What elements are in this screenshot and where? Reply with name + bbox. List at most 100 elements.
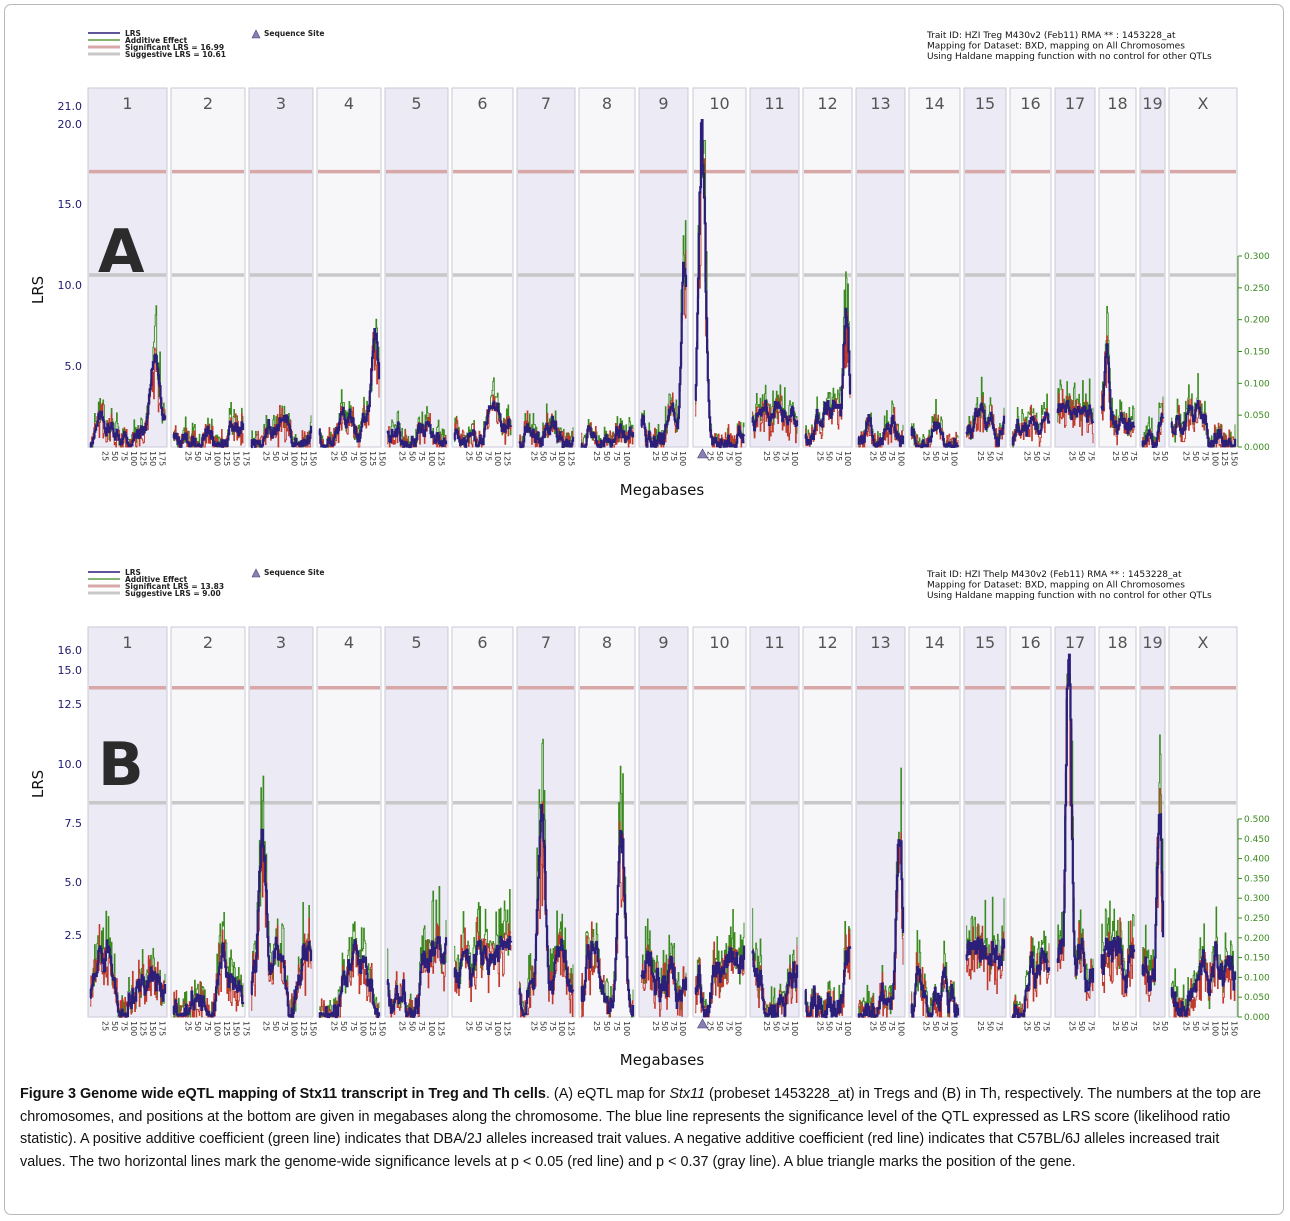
x-tick-label: 100: [622, 1021, 631, 1036]
x-tick-label: 100: [734, 451, 743, 466]
panel-letter: B: [98, 730, 144, 800]
x-tick-label: 50: [1120, 451, 1129, 461]
chromosome-band: [855, 87, 906, 448]
x-tick-label: 25: [529, 1021, 538, 1031]
x-tick-label: 75: [120, 451, 129, 461]
chromosome-label: 1: [122, 633, 132, 652]
legend-suggestive-label: Suggestive LRS = 9.00: [125, 589, 221, 598]
x-tick-label: 125: [299, 451, 308, 466]
x-tick-label: 50: [1032, 1021, 1041, 1031]
right-tick-label: 0.100: [1244, 973, 1270, 983]
x-tick-label: 100: [622, 451, 631, 466]
y-tick-label: 5.0: [65, 360, 83, 373]
chromosome-band: [1098, 87, 1137, 448]
chromosome-label: 17: [1065, 633, 1085, 652]
chromosome-label: 9: [658, 94, 668, 113]
x-tick-label: 75: [724, 451, 733, 461]
x-tick-label: 75: [994, 451, 1003, 461]
x-tick-label: 50: [985, 451, 994, 461]
right-tick-label: 0.500: [1244, 815, 1270, 825]
x-tick-label: 125: [503, 451, 512, 466]
chromosome-label: 8: [602, 94, 612, 113]
x-tick-label: 25: [651, 451, 660, 461]
trait-info-line: Trait ID: HZI Thelp M430v2 (Feb11) RMA *…: [926, 570, 1182, 580]
lrs-line: [804, 946, 852, 1019]
y-tick-label: 16.0: [58, 644, 83, 657]
x-tick-label: 175: [158, 451, 167, 466]
x-tick-label: 50: [1191, 451, 1200, 461]
chromosome-label: 7: [541, 94, 551, 113]
lrs-line: [518, 415, 575, 449]
chromosome-band: [316, 87, 382, 448]
lrs-line: [518, 804, 575, 1017]
chromosome-label: 7: [541, 633, 551, 652]
legend-significant-label: Significant LRS = 16.99: [125, 43, 224, 52]
x-tick-label: 50: [1191, 1021, 1200, 1031]
x-tick-label: 75: [669, 451, 678, 461]
right-tick-label: 0.200: [1244, 316, 1270, 326]
x-tick-label: 25: [101, 451, 110, 461]
x-tick-label: 125: [567, 1021, 576, 1036]
right-tick-label: 0.200: [1244, 934, 1270, 944]
lrs-line: [580, 830, 635, 1017]
x-tick-label: 25: [330, 1021, 339, 1031]
chromosome-label: 9: [658, 633, 668, 652]
chromosome-label: 15: [975, 94, 995, 113]
chromosome-label: 3: [276, 633, 286, 652]
x-tick-label: 50: [1160, 451, 1169, 461]
x-tick-label: 50: [339, 1021, 348, 1031]
x-tick-label: 75: [612, 1021, 621, 1031]
x-tick-label: 75: [612, 451, 621, 461]
x-tick-label: 75: [1201, 1021, 1210, 1031]
x-tick-label: 50: [660, 1021, 669, 1031]
x-tick-label: 75: [1201, 451, 1210, 461]
right-tick-label: 0.150: [1244, 954, 1270, 964]
sequence-site-marker: [697, 1018, 709, 1029]
x-tick-label: 50: [1160, 1021, 1169, 1031]
chromosome-label: 2: [203, 633, 213, 652]
x-tick-label: 50: [931, 1021, 940, 1031]
x-tick-label: 125: [1220, 1021, 1229, 1036]
x-tick-label: 75: [940, 451, 949, 461]
x-tick-label: 25: [261, 1021, 270, 1031]
x-tick-label: 25: [592, 1021, 601, 1031]
chromosome-label: 5: [411, 94, 421, 113]
sequence-site-legend-icon: [251, 29, 261, 39]
x-tick-label: 50: [1077, 451, 1086, 461]
x-tick-label: 75: [669, 1021, 678, 1031]
x-tick-label: 100: [557, 451, 566, 466]
legend-lrs-label: LRS: [125, 568, 141, 577]
x-tick-label: 75: [940, 1021, 949, 1031]
chromosome-band: [384, 626, 449, 1018]
chromosome-label: 5: [411, 633, 421, 652]
x-tick-label: 25: [815, 451, 824, 461]
additive-effect-positive-line: [1101, 900, 1135, 990]
x-tick-label: 100: [678, 451, 687, 466]
chromosome-label: X: [1198, 633, 1209, 652]
legend-suggestive-label: Suggestive LRS = 10.61: [125, 50, 226, 59]
x-tick-label: 75: [280, 451, 289, 461]
lrs-line: [89, 353, 167, 448]
right-tick-label: 0.250: [1244, 284, 1270, 294]
x-tick-label: 25: [184, 451, 193, 461]
chromosome-label: 12: [817, 94, 837, 113]
chromosome-band: [578, 87, 636, 448]
x-tick-label: 75: [1086, 1021, 1095, 1031]
y-tick-label: 5.0: [65, 876, 83, 889]
lrs-line: [318, 939, 381, 1019]
lrs-line: [318, 328, 381, 448]
x-tick-label: 175: [241, 451, 250, 466]
x-tick-label: 100: [493, 1021, 502, 1036]
x-tick-label: 150: [148, 451, 157, 466]
x-tick-label: 25: [465, 451, 474, 461]
right-tick-label: 0.050: [1244, 411, 1270, 421]
x-tick-label: 25: [1068, 1021, 1077, 1031]
chromosome-label: 3: [276, 94, 286, 113]
x-tick-label: 100: [359, 451, 368, 466]
x-tick-label: 100: [427, 451, 436, 466]
x-tick-label: 75: [548, 1021, 557, 1031]
x-tick-label: 50: [715, 1021, 724, 1031]
chromosome-label: X: [1198, 94, 1209, 113]
